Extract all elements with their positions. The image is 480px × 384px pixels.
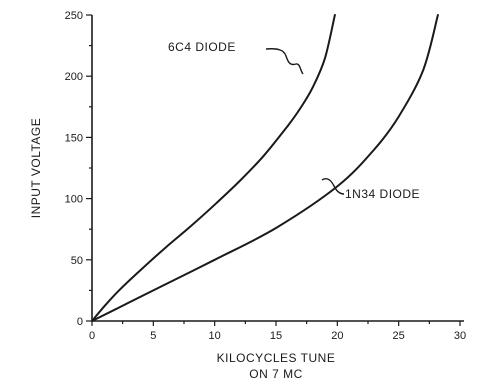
series-label-6c4-diode: 6C4 DIODE <box>168 40 236 54</box>
x-tick-label-30: 30 <box>454 330 466 342</box>
x-tick-label-25: 25 <box>393 330 405 342</box>
x-tick-label-15: 15 <box>270 330 282 342</box>
leader-line-1n34-diode <box>321 177 345 195</box>
y-axis-title: INPUT VOLTAGE <box>29 118 43 219</box>
x-axis-title-line-2: ON 7 MC <box>249 367 303 381</box>
axes <box>91 15 464 322</box>
y-tick-label-50: 50 <box>71 255 83 267</box>
x-tick-label-0: 0 <box>89 330 95 342</box>
x-tick-label-20: 20 <box>331 330 343 342</box>
y-tick-label-150: 150 <box>65 132 83 144</box>
x-tick-label-5: 5 <box>150 330 156 342</box>
curves <box>91 14 439 322</box>
x-axis-title-line-1: KILOCYCLES TUNE <box>217 351 336 365</box>
series-line-6c4-diode <box>91 14 336 322</box>
ticks <box>86 14 461 326</box>
y-tick-label-0: 0 <box>77 316 83 328</box>
y-tick-label-250: 250 <box>65 10 83 22</box>
x-tick-label-10: 10 <box>209 330 221 342</box>
leader-line-6c4-diode <box>265 48 304 75</box>
series-line-1n34-diode <box>91 14 439 322</box>
series-label-1n34-diode: 1N34 DIODE <box>345 187 420 201</box>
labels: 0 5 10 15 20 25 30 0 50 100 150 200 250 KILOCYCLES TU… <box>29 10 466 381</box>
y-tick-label-200: 200 <box>65 71 83 83</box>
y-tick-label-100: 100 <box>65 194 83 206</box>
